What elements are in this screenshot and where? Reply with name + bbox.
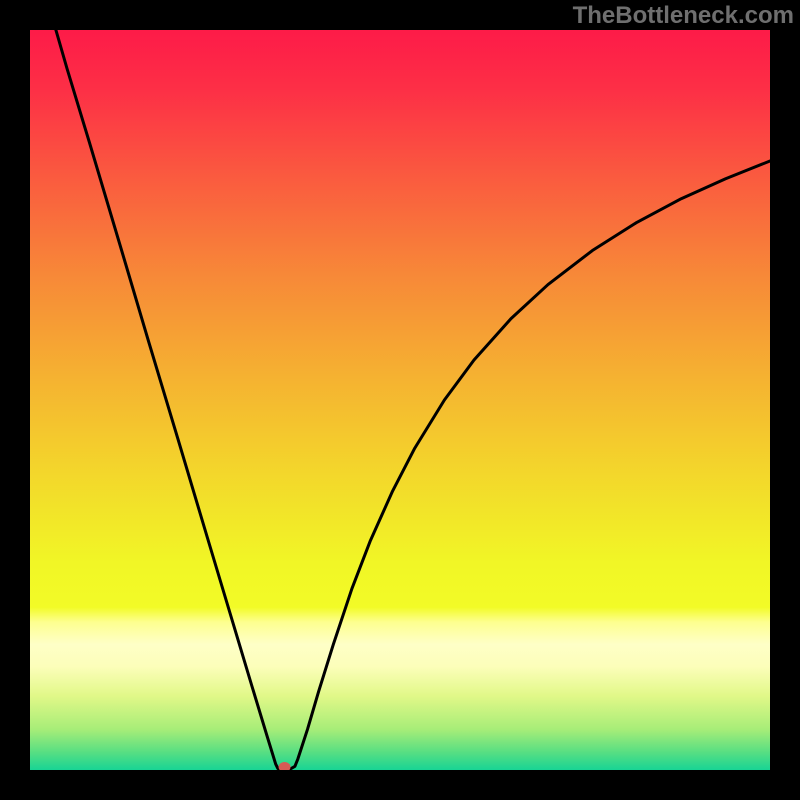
chart-container: { "canvas": { "width": 800, "height": 80… [0, 0, 800, 800]
watermark-text: TheBottleneck.com [573, 2, 794, 30]
bottleneck-chart [0, 0, 800, 800]
